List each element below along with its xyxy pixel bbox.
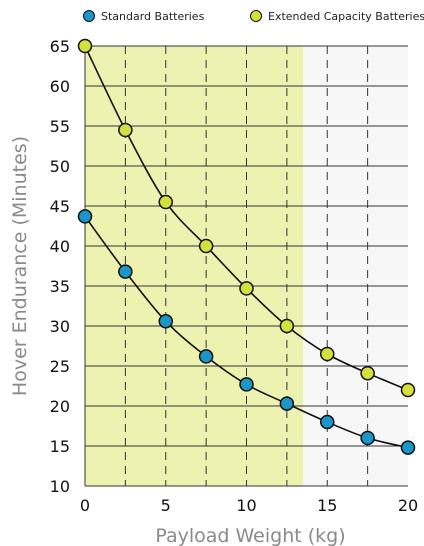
x-tick-label: 10 (236, 496, 256, 515)
data-point-extended (119, 124, 132, 137)
data-point-extended (240, 282, 253, 295)
data-point-standard (361, 432, 374, 445)
y-tick-label: 55 (50, 117, 70, 136)
y-tick-label: 10 (50, 477, 70, 496)
x-tick-label: 20 (398, 496, 418, 515)
data-point-extended (321, 348, 334, 361)
x-tick-label: 0 (80, 496, 90, 515)
data-point-extended (361, 367, 374, 380)
shaded-region (85, 46, 303, 486)
x-tick-label: 5 (161, 496, 171, 515)
y-tick-label: 45 (50, 197, 70, 216)
data-point-extended (159, 196, 172, 209)
y-tick-label: 25 (50, 357, 70, 376)
y-tick-label: 40 (50, 237, 70, 256)
y-tick-label: 65 (50, 37, 70, 56)
data-point-extended (79, 40, 92, 53)
data-point-standard (321, 416, 334, 429)
data-point-standard (79, 210, 92, 223)
data-point-standard (200, 350, 213, 363)
data-point-standard (280, 397, 293, 410)
y-axis-title: Hover Endurance (Minutes) (9, 136, 31, 396)
y-tick-label: 15 (50, 437, 70, 456)
y-tick-label: 20 (50, 397, 70, 416)
data-point-standard (402, 441, 415, 454)
x-tick-label: 15 (317, 496, 337, 515)
y-tick-label: 30 (50, 317, 70, 336)
x-axis-title: Payload Weight (kg) (155, 525, 345, 546)
y-tick-label: 60 (50, 77, 70, 96)
data-point-standard (159, 315, 172, 328)
data-point-standard (240, 378, 253, 391)
data-point-extended (200, 240, 213, 253)
y-tick-label: 35 (50, 277, 70, 296)
data-point-standard (119, 265, 132, 278)
y-tick-label: 50 (50, 157, 70, 176)
data-point-extended (402, 384, 415, 397)
data-point-extended (280, 320, 293, 333)
